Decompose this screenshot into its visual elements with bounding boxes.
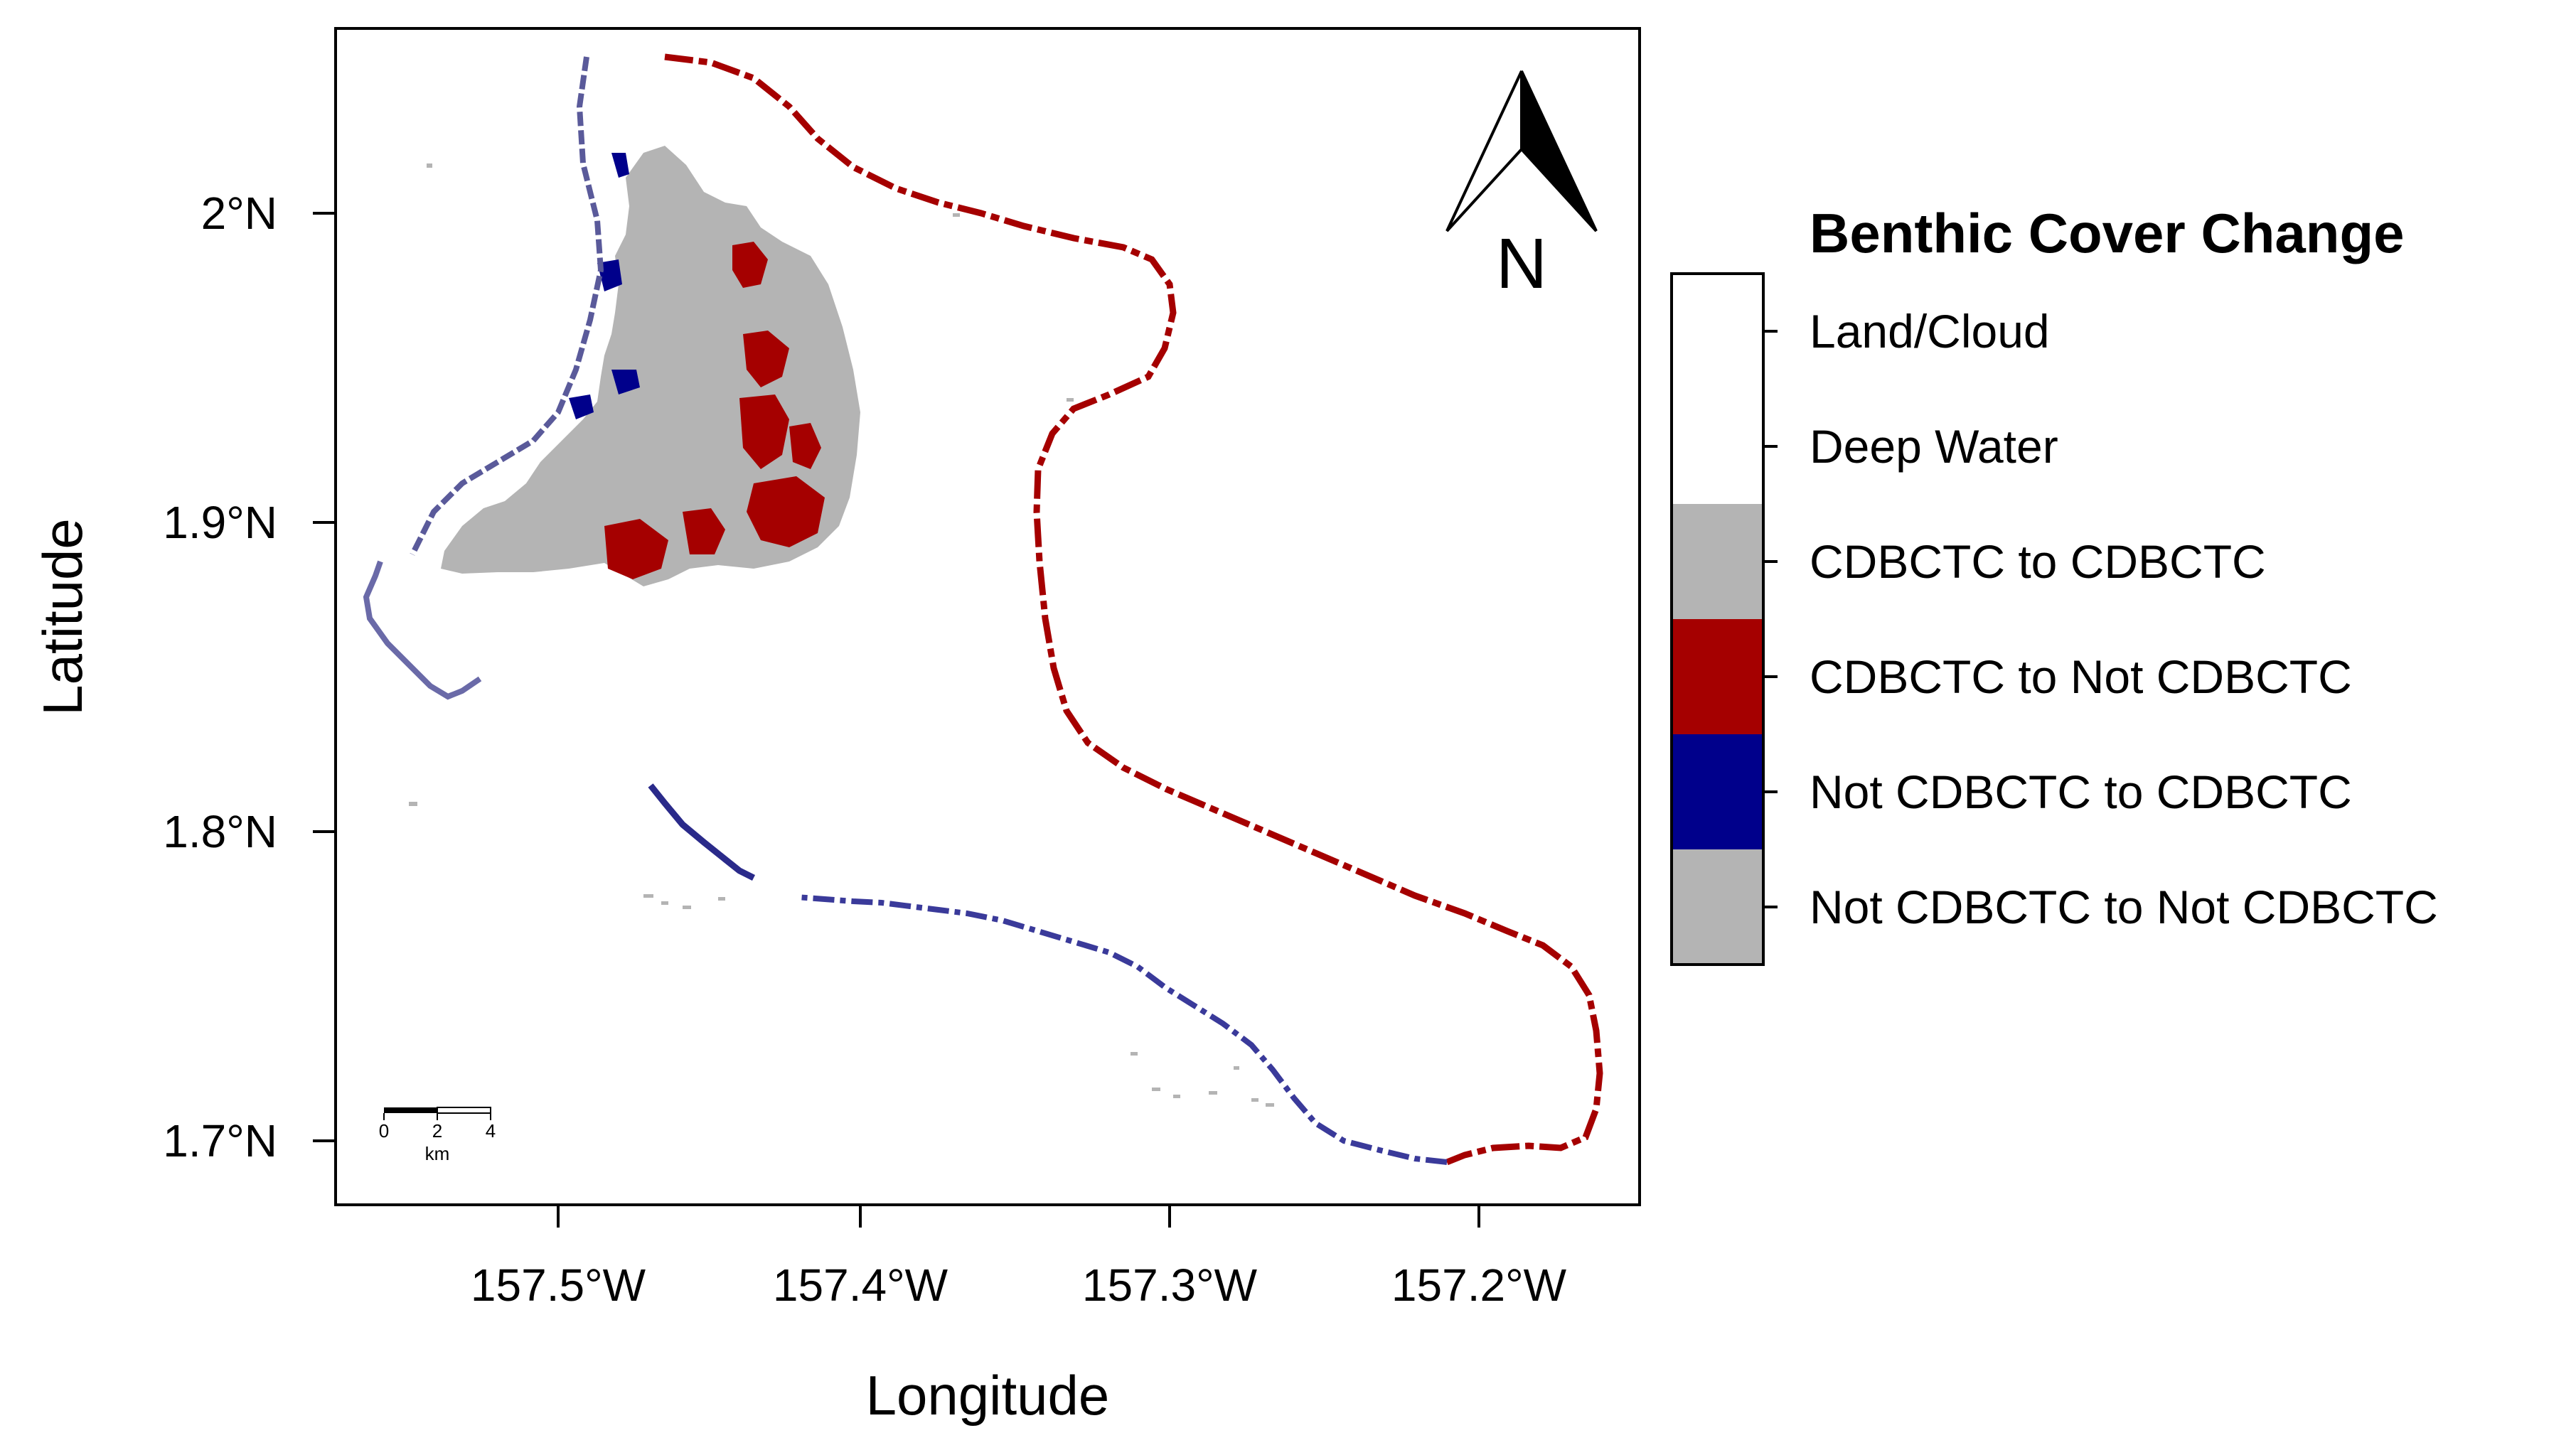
legend-box-border [1670, 272, 1765, 966]
x-axis: 157.5°W 157.4°W 157.3°W 157.2°W Longitud… [471, 1205, 1567, 1427]
map-panel [334, 27, 1641, 1206]
atoll-features [363, 53, 1603, 1166]
scattered-reef-fragments [409, 163, 1274, 1107]
scale-tick-2: 2 [432, 1120, 442, 1142]
legend-swatch-not-to-not [1672, 849, 1763, 965]
legend-label: CDBCTC to Not CDBCTC [1810, 650, 2352, 703]
lagoon-red-patches-7 [789, 423, 821, 469]
x-tick-label: 157.5°W [471, 1260, 646, 1311]
lagoon-red-patches-4 [747, 476, 825, 547]
southwest-reef-segment [648, 783, 756, 881]
x-axis-title: Longitude [866, 1364, 1110, 1427]
legend-title: Benthic Cover Change [1810, 202, 2404, 264]
lagoon-blue-patches-2 [597, 259, 622, 291]
scale-unit: km [425, 1143, 450, 1164]
southwest-reef [363, 560, 482, 700]
x-tick-label: 157.2°W [1391, 1260, 1567, 1311]
scale-tick-0: 0 [379, 1120, 389, 1142]
legend-label: CDBCTC to CDBCTC [1810, 535, 2266, 588]
legend: Benthic Cover Change Land/Cloud Deep Wat… [1670, 202, 2438, 966]
x-tick-label: 157.4°W [773, 1260, 948, 1311]
scale-bar: 0 2 4 km [379, 1107, 496, 1164]
legend-label: Not CDBCTC to Not CDBCTC [1810, 881, 2438, 933]
legend-swatch-land-cloud [1672, 274, 1763, 389]
legend-swatch-not-to-cdbctc [1672, 734, 1763, 849]
legend-label: Deep Water [1810, 420, 2058, 473]
legend-swatch-cdbctc-to-not [1672, 619, 1763, 734]
lagoon-red-patches-3 [739, 394, 789, 469]
lagoon-red-patches-6 [683, 508, 725, 554]
lagoon-red-patches-2 [743, 331, 789, 387]
y-axis: 2°N 1.9°N 1.8°N 1.7°N Latitude [31, 188, 336, 1166]
west-reef-fringe [410, 56, 604, 556]
south-reef [796, 894, 1448, 1165]
lagoon-blue-patches-4 [569, 394, 594, 419]
y-tick-label: 1.8°N [163, 806, 277, 857]
y-tick-label: 2°N [201, 188, 277, 239]
lagoon-blue-patches-3 [611, 370, 640, 394]
y-axis-title: Latitude [31, 518, 94, 716]
north-arrow-label: N [1496, 224, 1547, 304]
north-arrow-icon: N [1445, 70, 1598, 304]
north-east-reef [664, 53, 1603, 1166]
y-tick-label: 1.7°N [163, 1115, 277, 1166]
lagoon-red-patches-1 [732, 242, 768, 288]
y-tick-label: 1.9°N [163, 497, 277, 548]
legend-swatch-deep-water [1672, 389, 1763, 504]
legend-swatch-cdbctc-to-cdbctc [1672, 504, 1763, 619]
lagoon-blue-patches-1 [611, 153, 629, 178]
legend-label: Land/Cloud [1810, 305, 2050, 358]
x-tick-label: 157.3°W [1082, 1260, 1258, 1311]
lagoon-red-patches-5 [604, 519, 668, 579]
scale-tick-4: 4 [486, 1120, 496, 1142]
legend-label: Not CDBCTC to CDBCTC [1810, 766, 2352, 818]
